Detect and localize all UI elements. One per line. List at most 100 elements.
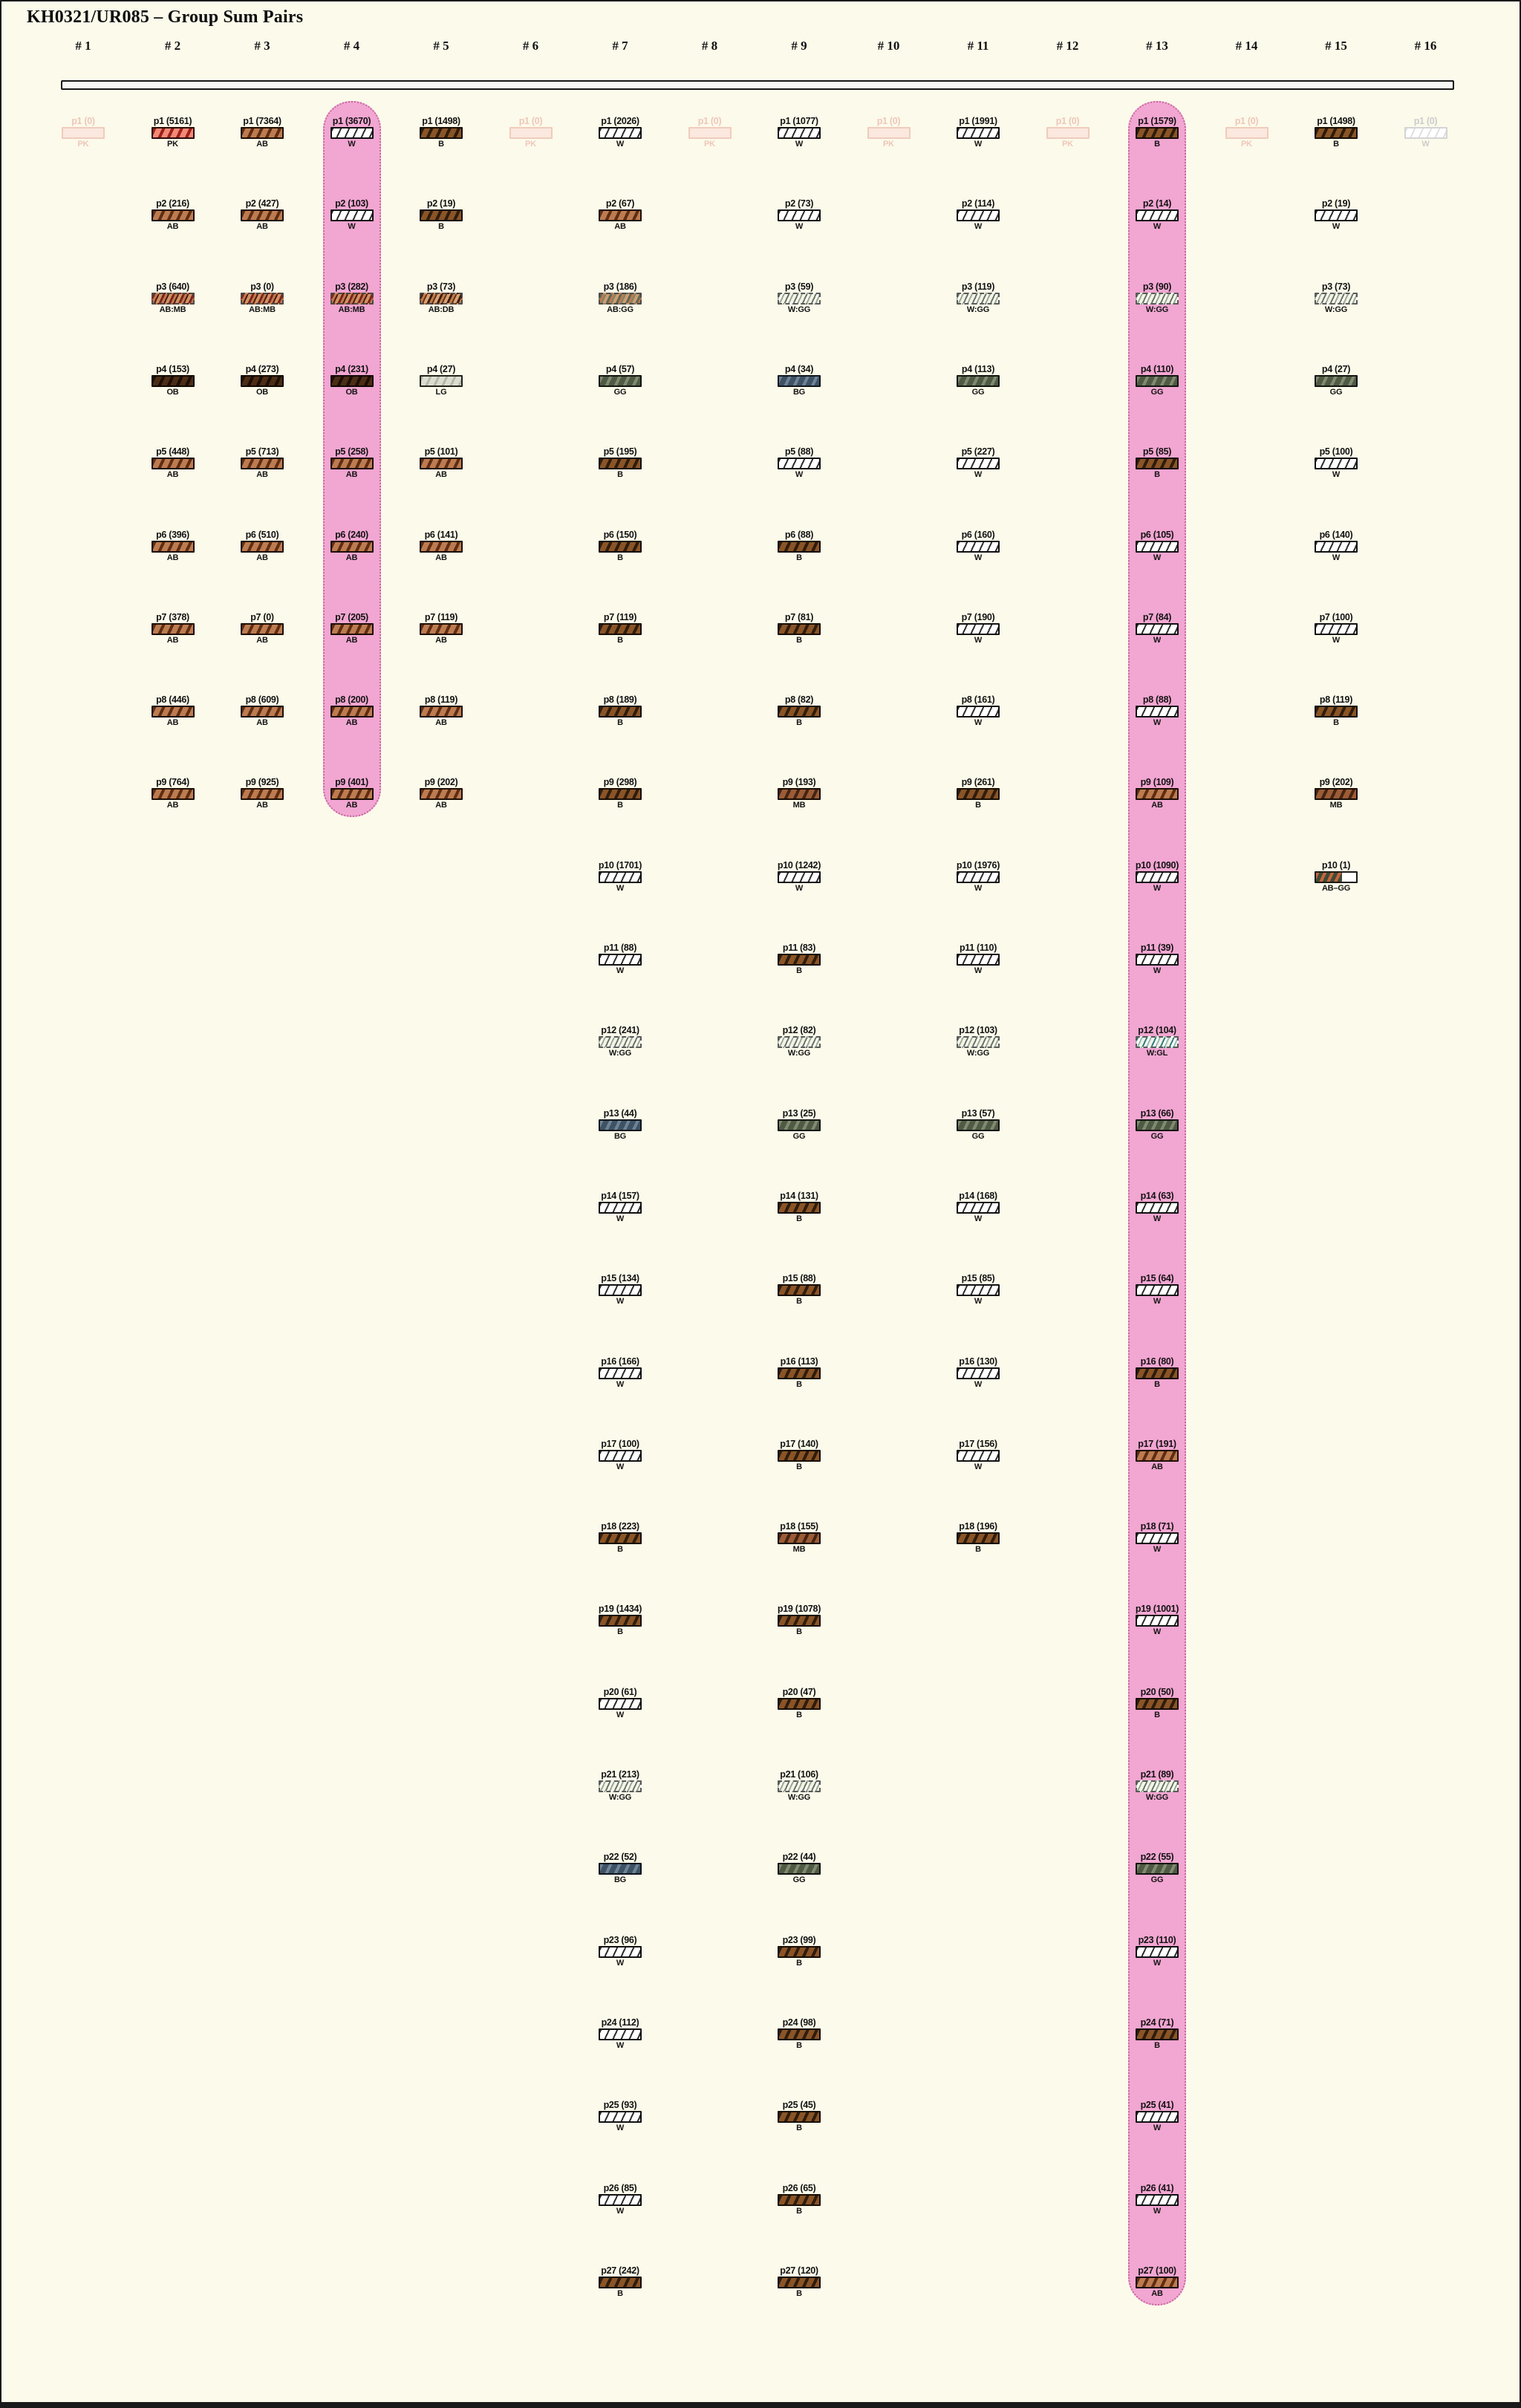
- probe-entry-p3[interactable]: p3 (73) W:GG: [1294, 282, 1378, 315]
- probe-entry-p18[interactable]: p18 (223) B: [578, 1521, 662, 1555]
- probe-entry-p13[interactable]: p13 (44) BG: [578, 1108, 662, 1142]
- probe-bar[interactable]: [599, 1615, 642, 1627]
- probe-entry-p23[interactable]: p23 (99) B: [757, 1935, 841, 1968]
- probe-entry-p10[interactable]: p10 (1090) W: [1115, 860, 1199, 894]
- probe-entry-p1[interactable]: p1 (0) PK: [1026, 116, 1110, 149]
- probe-bar[interactable]: [688, 127, 732, 139]
- probe-bar[interactable]: [778, 2028, 821, 2040]
- probe-entry-p10[interactable]: p10 (1701) W: [578, 860, 662, 894]
- probe-entry-p5[interactable]: p5 (448) AB: [131, 446, 215, 480]
- probe-bar[interactable]: [599, 127, 642, 139]
- probe-entry-p3[interactable]: p3 (73) AB:DB: [399, 282, 483, 315]
- probe-bar[interactable]: [599, 954, 642, 966]
- probe-entry-p5[interactable]: p5 (258) AB: [310, 446, 394, 480]
- probe-entry-p6[interactable]: p6 (88) B: [757, 530, 841, 563]
- probe-entry-p1[interactable]: p1 (0) PK: [41, 116, 126, 149]
- probe-bar[interactable]: [778, 1119, 821, 1131]
- probe-entry-p12[interactable]: p12 (82) W:GG: [757, 1025, 841, 1058]
- probe-bar[interactable]: [957, 788, 1000, 801]
- probe-bar[interactable]: [1136, 2111, 1179, 2124]
- probe-entry-p15[interactable]: p15 (88) B: [757, 1273, 841, 1306]
- probe-bar[interactable]: [599, 1036, 642, 1049]
- probe-bar[interactable]: [420, 622, 463, 635]
- probe-bar[interactable]: [1136, 540, 1179, 553]
- probe-bar[interactable]: [957, 954, 1000, 966]
- probe-entry-p22[interactable]: p22 (55) GG: [1115, 1852, 1199, 1885]
- probe-bar[interactable]: [1136, 1284, 1179, 1297]
- probe-entry-p8[interactable]: p8 (189) B: [578, 694, 662, 728]
- probe-bar[interactable]: [1315, 871, 1358, 883]
- probe-bar[interactable]: [241, 292, 284, 305]
- probe-entry-p18[interactable]: p18 (196) B: [936, 1521, 1020, 1555]
- probe-bar[interactable]: [241, 374, 284, 387]
- probe-bar[interactable]: [241, 622, 284, 635]
- probe-entry-p4[interactable]: p4 (34) BG: [757, 364, 841, 397]
- probe-bar[interactable]: [151, 788, 195, 801]
- probe-bar[interactable]: [599, 1532, 642, 1545]
- probe-entry-p8[interactable]: p8 (609) AB: [220, 694, 304, 728]
- probe-entry-p2[interactable]: p2 (14) W: [1115, 198, 1199, 232]
- probe-entry-p26[interactable]: p26 (65) B: [757, 2183, 841, 2216]
- probe-entry-p8[interactable]: p8 (88) W: [1115, 694, 1199, 728]
- probe-entry-p8[interactable]: p8 (119) B: [1294, 694, 1378, 728]
- probe-bar[interactable]: [1136, 706, 1179, 718]
- probe-bar[interactable]: [1136, 458, 1179, 470]
- probe-entry-p14[interactable]: p14 (157) W: [578, 1191, 662, 1224]
- probe-bar[interactable]: [1136, 1201, 1179, 1214]
- probe-bar[interactable]: [241, 127, 284, 139]
- probe-bar[interactable]: [778, 622, 821, 635]
- probe-entry-p8[interactable]: p8 (446) AB: [131, 694, 215, 728]
- probe-bar[interactable]: [778, 1284, 821, 1297]
- probe-entry-p9[interactable]: p9 (261) B: [936, 777, 1020, 810]
- probe-bar[interactable]: [420, 127, 463, 139]
- probe-entry-p8[interactable]: p8 (119) AB: [399, 694, 483, 728]
- probe-bar[interactable]: [957, 458, 1000, 470]
- probe-bar[interactable]: [778, 2111, 821, 2124]
- probe-bar[interactable]: [330, 374, 374, 387]
- probe-entry-p5[interactable]: p5 (85) B: [1115, 446, 1199, 480]
- probe-bar[interactable]: [778, 1367, 821, 1379]
- probe-bar[interactable]: [957, 1449, 1000, 1462]
- probe-bar[interactable]: [599, 2193, 642, 2206]
- probe-bar[interactable]: [957, 127, 1000, 139]
- probe-bar[interactable]: [778, 209, 821, 222]
- probe-bar[interactable]: [151, 127, 195, 139]
- probe-entry-p3[interactable]: p3 (186) AB:GG: [578, 282, 662, 315]
- probe-entry-p1[interactable]: p1 (1579) B: [1115, 116, 1199, 149]
- probe-entry-p1[interactable]: p1 (1991) W: [936, 116, 1020, 149]
- probe-bar[interactable]: [420, 788, 463, 801]
- probe-entry-p25[interactable]: p25 (41) W: [1115, 2100, 1199, 2133]
- probe-bar[interactable]: [1315, 706, 1358, 718]
- probe-bar[interactable]: [330, 292, 374, 305]
- probe-entry-p8[interactable]: p8 (82) B: [757, 694, 841, 728]
- probe-bar[interactable]: [1136, 1863, 1179, 1875]
- probe-entry-p19[interactable]: p19 (1078) B: [757, 1604, 841, 1637]
- probe-bar[interactable]: [241, 706, 284, 718]
- probe-entry-p16[interactable]: p16 (130) W: [936, 1356, 1020, 1390]
- probe-entry-p12[interactable]: p12 (241) W:GG: [578, 1025, 662, 1058]
- probe-entry-p4[interactable]: p4 (57) GG: [578, 364, 662, 397]
- probe-entry-p9[interactable]: p9 (298) B: [578, 777, 662, 810]
- probe-entry-p7[interactable]: p7 (190) W: [936, 612, 1020, 645]
- probe-entry-p7[interactable]: p7 (0) AB: [220, 612, 304, 645]
- probe-entry-p1[interactable]: p1 (1498) B: [399, 116, 483, 149]
- probe-bar[interactable]: [1136, 1697, 1179, 1710]
- probe-entry-p15[interactable]: p15 (64) W: [1115, 1273, 1199, 1306]
- probe-entry-p4[interactable]: p4 (110) GG: [1115, 364, 1199, 397]
- probe-entry-p4[interactable]: p4 (153) OB: [131, 364, 215, 397]
- probe-bar[interactable]: [778, 127, 821, 139]
- probe-bar[interactable]: [1136, 954, 1179, 966]
- probe-bar[interactable]: [778, 1449, 821, 1462]
- probe-entry-p15[interactable]: p15 (134) W: [578, 1273, 662, 1306]
- probe-bar[interactable]: [420, 209, 463, 222]
- probe-entry-p13[interactable]: p13 (25) GG: [757, 1108, 841, 1142]
- probe-bar[interactable]: [1136, 1367, 1179, 1379]
- probe-entry-p9[interactable]: p9 (925) AB: [220, 777, 304, 810]
- probe-entry-p23[interactable]: p23 (96) W: [578, 1935, 662, 1968]
- probe-bar[interactable]: [957, 540, 1000, 553]
- probe-entry-p18[interactable]: p18 (71) W: [1115, 1521, 1199, 1555]
- probe-entry-p21[interactable]: p21 (106) W:GG: [757, 1769, 841, 1803]
- probe-entry-p1[interactable]: p1 (3670) W: [310, 116, 394, 149]
- probe-entry-p6[interactable]: p6 (396) AB: [131, 530, 215, 563]
- probe-entry-p7[interactable]: p7 (81) B: [757, 612, 841, 645]
